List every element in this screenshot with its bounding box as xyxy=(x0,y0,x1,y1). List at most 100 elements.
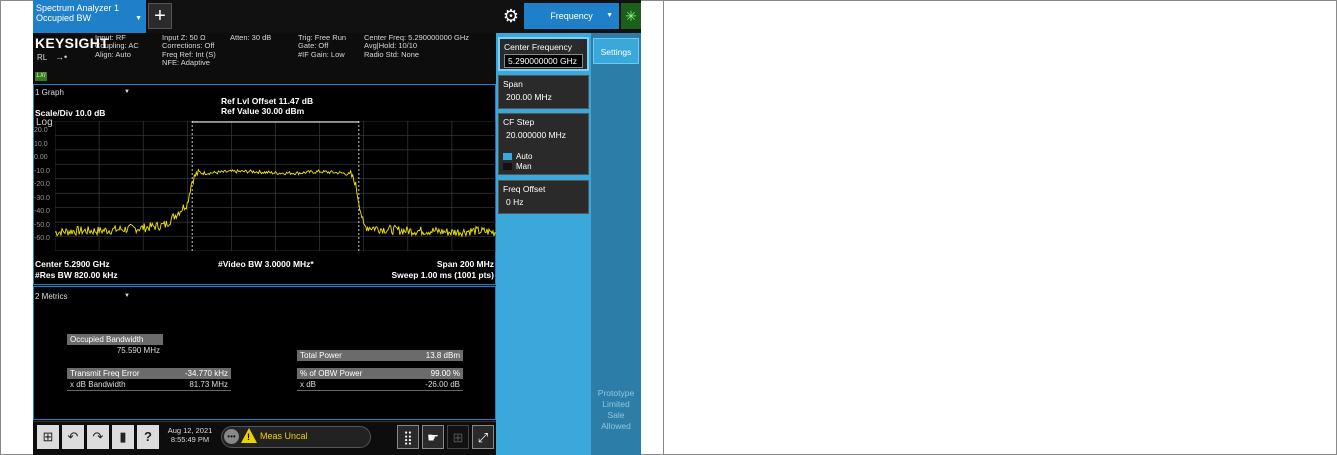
y-tick-label: -20.0 xyxy=(34,181,50,188)
xdb-bandwidth-label: x dB Bandwidth xyxy=(70,380,126,389)
atten-value: Atten: 30 dB xyxy=(230,33,272,42)
ref-level-offset: Ref Lvl Offset 11.47 dB xyxy=(221,96,314,106)
rl-indicator: RL xyxy=(37,53,48,62)
corrections-value: Corrections: Off xyxy=(162,41,215,51)
tab-subtitle: Occupied BW xyxy=(36,13,92,23)
info-trigger-col: Trig: Free Run Gate: Off #IF Gain: Low xyxy=(298,33,346,59)
obw-power-block: % of OBW Power 99.00 % x dB -26.00 dB xyxy=(297,368,463,391)
sweep-status-icon[interactable]: ✳ xyxy=(621,3,641,29)
graph-selector-label: 1 Graph xyxy=(35,88,64,97)
info-atten-col: Atten: 30 dB xyxy=(230,33,272,42)
tab-settings[interactable]: Settings xyxy=(593,38,639,64)
freq-offset-softkey[interactable]: Freq Offset 0 Hz xyxy=(498,180,589,214)
date-text: Aug 12, 2021 xyxy=(167,426,213,435)
warning-exclaim-icon: ! xyxy=(247,432,250,442)
occupied-bandwidth-label: Occupied Bandwidth xyxy=(67,334,163,345)
obw-power-value: 99.00 % xyxy=(430,369,460,378)
chevron-down-icon: ▼ xyxy=(606,12,613,19)
multi-window-icon[interactable]: ⣿ xyxy=(397,425,419,449)
time-text: 8:55:49 PM xyxy=(170,435,210,444)
touch-icon[interactable]: ☛ xyxy=(422,425,444,449)
transmit-freq-error-label: Transmit Freq Error xyxy=(70,369,140,378)
file-icon[interactable]: ▮ xyxy=(112,425,134,449)
add-screen-button[interactable]: + xyxy=(148,3,172,29)
align-value: Align: Auto xyxy=(95,49,131,59)
info-freq-col: Center Freq: 5.290000000 GHz Avg|Hold: 1… xyxy=(364,33,470,59)
center-freq-info: Center Freq: 5.290000000 GHz xyxy=(364,33,470,42)
ref-value: Ref Value 30.00 dBm xyxy=(221,106,305,116)
frequency-menu-button[interactable]: Frequency ▼ xyxy=(524,3,619,29)
message-icon[interactable]: ••• xyxy=(224,429,239,444)
metrics-selector-label: 2 Metrics xyxy=(35,292,68,301)
graph-selector[interactable]: 1 Graph ▼ xyxy=(35,88,130,102)
cf-step-softkey[interactable]: CF Step 20.000000 MHz xyxy=(498,113,589,175)
redo-icon[interactable]: ↷ xyxy=(87,425,109,449)
occupied-bandwidth-row: 75.590 MHz xyxy=(67,345,163,356)
meas-uncal-status: Meas Uncal xyxy=(260,431,308,441)
input-value: Input: RF xyxy=(95,33,126,42)
cf-step-man-option[interactable]: Man xyxy=(503,162,573,171)
info-input-col: Input: RF Coupling: AC Align: Auto xyxy=(95,33,139,59)
xdb-label: x dB xyxy=(300,380,317,389)
prototype-line: Prototype xyxy=(597,388,635,398)
windows-icon[interactable]: ⊞ xyxy=(37,425,59,449)
center-frequency-softkey[interactable]: Center Frequency 5.290000000 GHz xyxy=(498,37,589,71)
date-time: Aug 12, 2021 8:55:49 PM xyxy=(167,426,213,444)
y-tick-label: -10.0 xyxy=(34,167,50,175)
spectrum-trace xyxy=(55,168,496,238)
chevron-down-icon: ▼ xyxy=(135,15,142,22)
status-bar[interactable] xyxy=(221,426,371,448)
xdb-row: x dB -26.00 dB xyxy=(297,379,463,391)
freq-offset-softkey-label: Freq Offset xyxy=(503,184,546,194)
y-tick-label: 0.00 xyxy=(34,154,48,161)
y-tick-label: 20.0 xyxy=(34,127,48,134)
center-frequency-softkey-label: Center Frequency xyxy=(504,42,573,52)
span-softkey[interactable]: Span 200.00 MHz xyxy=(498,75,589,109)
nfe-value: NFE: Adaptive xyxy=(162,57,210,67)
transmit-freq-error-row: Transmit Freq Error -34.770 kHz xyxy=(67,368,231,379)
maximize-icon[interactable]: ⤢ xyxy=(472,425,494,449)
xdb-value: -26.00 dB xyxy=(425,380,460,389)
xdb-bandwidth-row: x dB Bandwidth 81.73 MHz xyxy=(67,379,231,391)
cf-step-softkey-label: CF Step xyxy=(503,117,535,127)
y-tick-label: -30.0 xyxy=(34,194,50,202)
video-bw-label: #Video BW 3.0000 MHz* xyxy=(218,259,314,269)
scale-per-div: Scale/Div 10.0 dB xyxy=(35,108,106,118)
span-label: Span 200 MHz xyxy=(436,259,494,269)
freq-ref-value: Freq Ref: Int (S) xyxy=(162,49,216,59)
auto-label: Auto xyxy=(516,152,533,161)
center-frequency-input[interactable]: 5.290000000 GHz xyxy=(504,54,583,68)
plot-grid xyxy=(55,121,496,251)
gear-icon[interactable]: ⚙ xyxy=(502,6,520,26)
panel-divider xyxy=(663,0,664,455)
help-button[interactable]: ? xyxy=(137,425,159,449)
info-corrections-col: Input Z: 50 Ω Corrections: Off Freq Ref:… xyxy=(162,33,216,67)
settings-info-bar[interactable] xyxy=(33,33,496,83)
grid-layout-icon[interactable]: ⊞ xyxy=(447,425,469,449)
graph-window[interactable] xyxy=(33,84,496,285)
prototype-line: Allowed xyxy=(601,421,631,431)
sweep-label: Sweep 1.00 ms (1001 pts) xyxy=(391,270,494,280)
chevron-down-icon: ▼ xyxy=(124,293,130,299)
obw-markers xyxy=(191,121,360,251)
warning-icon xyxy=(241,428,257,443)
cf-step-auto-option[interactable]: Auto xyxy=(503,152,573,161)
freq-offset-softkey-value: 0 Hz xyxy=(506,197,524,207)
span-softkey-value: 200.00 MHz xyxy=(506,92,552,102)
metrics-selector[interactable]: 2 Metrics ▼ xyxy=(35,292,130,301)
center-frequency-label: Center 5.2900 GHz xyxy=(35,259,110,269)
spectrum-plot[interactable] xyxy=(55,121,496,251)
xdb-bandwidth-value: 81.73 MHz xyxy=(189,380,228,389)
gate-value: Gate: Off xyxy=(298,41,329,51)
frequency-menu-label: Frequency xyxy=(550,11,593,21)
measurement-tab[interactable]: Spectrum Analyzer 1 Occupied BW ▼ xyxy=(33,0,146,33)
undo-icon[interactable]: ↶ xyxy=(62,425,84,449)
lxi-badge: LXI xyxy=(35,72,47,81)
man-label: Man xyxy=(516,162,532,171)
total-power-label: Total Power xyxy=(300,351,342,360)
freq-error-block: Transmit Freq Error -34.770 kHz x dB Ban… xyxy=(67,368,231,391)
menu-tabs-column xyxy=(591,33,641,455)
spectrum-analyzer-app: Spectrum Analyzer 1 Occupied BW ▼ + ⚙ Fr… xyxy=(33,0,641,455)
tab-title: Spectrum Analyzer 1 xyxy=(36,3,120,13)
obw-power-label: % of OBW Power xyxy=(300,369,363,378)
